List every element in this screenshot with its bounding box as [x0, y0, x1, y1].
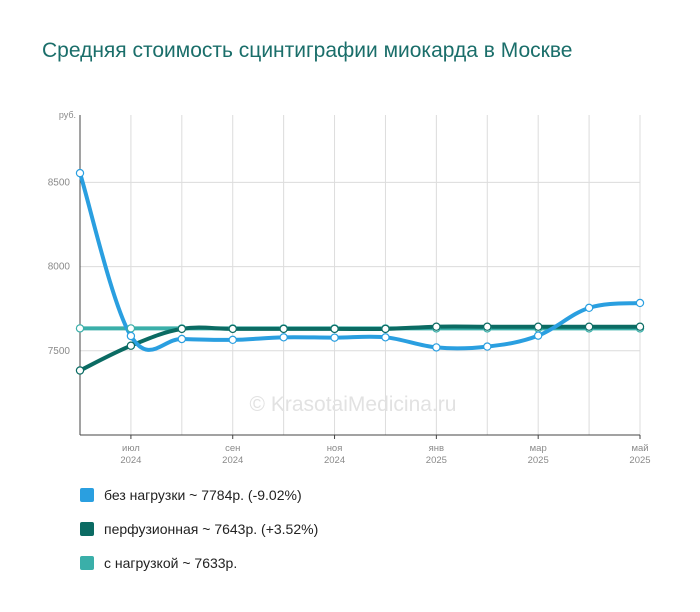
series-lines: [78, 171, 642, 373]
legend-swatch: [80, 522, 94, 536]
data-point: [533, 331, 543, 340]
x-tick-year: 2025: [629, 455, 650, 466]
data-point: [177, 334, 187, 344]
x-tick-label: янв: [429, 443, 444, 454]
data-point: [228, 324, 237, 334]
data-point: [75, 168, 85, 178]
legend-label: перфузионная ~ 7643р. (+3.52%): [104, 521, 319, 537]
data-point: [584, 303, 594, 313]
data-point: [279, 333, 288, 342]
y-tick-label: 8000: [48, 262, 71, 273]
y-tick-label: 8500: [48, 177, 71, 188]
legend-swatch: [80, 488, 94, 502]
data-point: [330, 333, 339, 342]
data-point: [483, 322, 492, 331]
axes: 750080008500руб.июл2024сен2024ноя2024янв…: [48, 110, 651, 466]
x-tick-year: 2024: [120, 455, 141, 466]
data-point: [533, 322, 543, 331]
watermark: © KrasotaiMedicina.ru: [250, 393, 457, 416]
x-tick-label: июл: [122, 443, 140, 454]
series-line: [78, 324, 642, 373]
x-tick-year: 2024: [324, 455, 345, 466]
data-point: [228, 335, 237, 345]
x-tick-year: 2025: [528, 455, 549, 466]
data-point: [126, 331, 136, 341]
data-point: [584, 322, 594, 331]
series-line: [78, 171, 642, 352]
series-points: [75, 168, 645, 375]
data-point: [432, 322, 441, 331]
x-tick-year: 2025: [426, 455, 447, 466]
data-point: [483, 342, 492, 351]
data-point: [635, 322, 645, 331]
data-point: [635, 298, 645, 308]
x-tick-label: ноя: [327, 443, 343, 454]
legend-item[interactable]: с нагрузкой ~ 7633р.: [80, 552, 318, 574]
data-point: [177, 324, 187, 334]
y-unit-label: руб.: [59, 110, 76, 120]
data-point: [126, 341, 136, 350]
data-point: [330, 324, 339, 334]
legend-item[interactable]: без нагрузки ~ 7784р. (-9.02%): [80, 484, 318, 506]
data-point: [381, 324, 390, 334]
data-point: [126, 324, 136, 333]
x-tick-year: 2024: [222, 455, 243, 466]
data-point: [432, 343, 441, 352]
x-tick-label: сен: [225, 443, 240, 454]
legend-swatch: [80, 556, 94, 570]
x-tick-label: май: [631, 443, 648, 454]
x-tick-label: мар: [530, 443, 547, 454]
data-point: [381, 333, 390, 342]
data-point: [279, 324, 288, 334]
data-point: [75, 324, 85, 333]
legend-label: с нагрузкой ~ 7633р.: [104, 555, 238, 571]
legend-item[interactable]: перфузионная ~ 7643р. (+3.52%): [80, 518, 318, 540]
data-point: [75, 366, 85, 375]
grid: [80, 115, 641, 435]
chart-title: Средняя стоимость сцинтиграфии миокарда …: [42, 39, 573, 62]
legend-label: без нагрузки ~ 7784р. (-9.02%): [104, 487, 302, 503]
y-tick-label: 7500: [48, 346, 71, 357]
legend: без нагрузки ~ 7784р. (-9.02%) перфузионн…: [80, 484, 318, 586]
